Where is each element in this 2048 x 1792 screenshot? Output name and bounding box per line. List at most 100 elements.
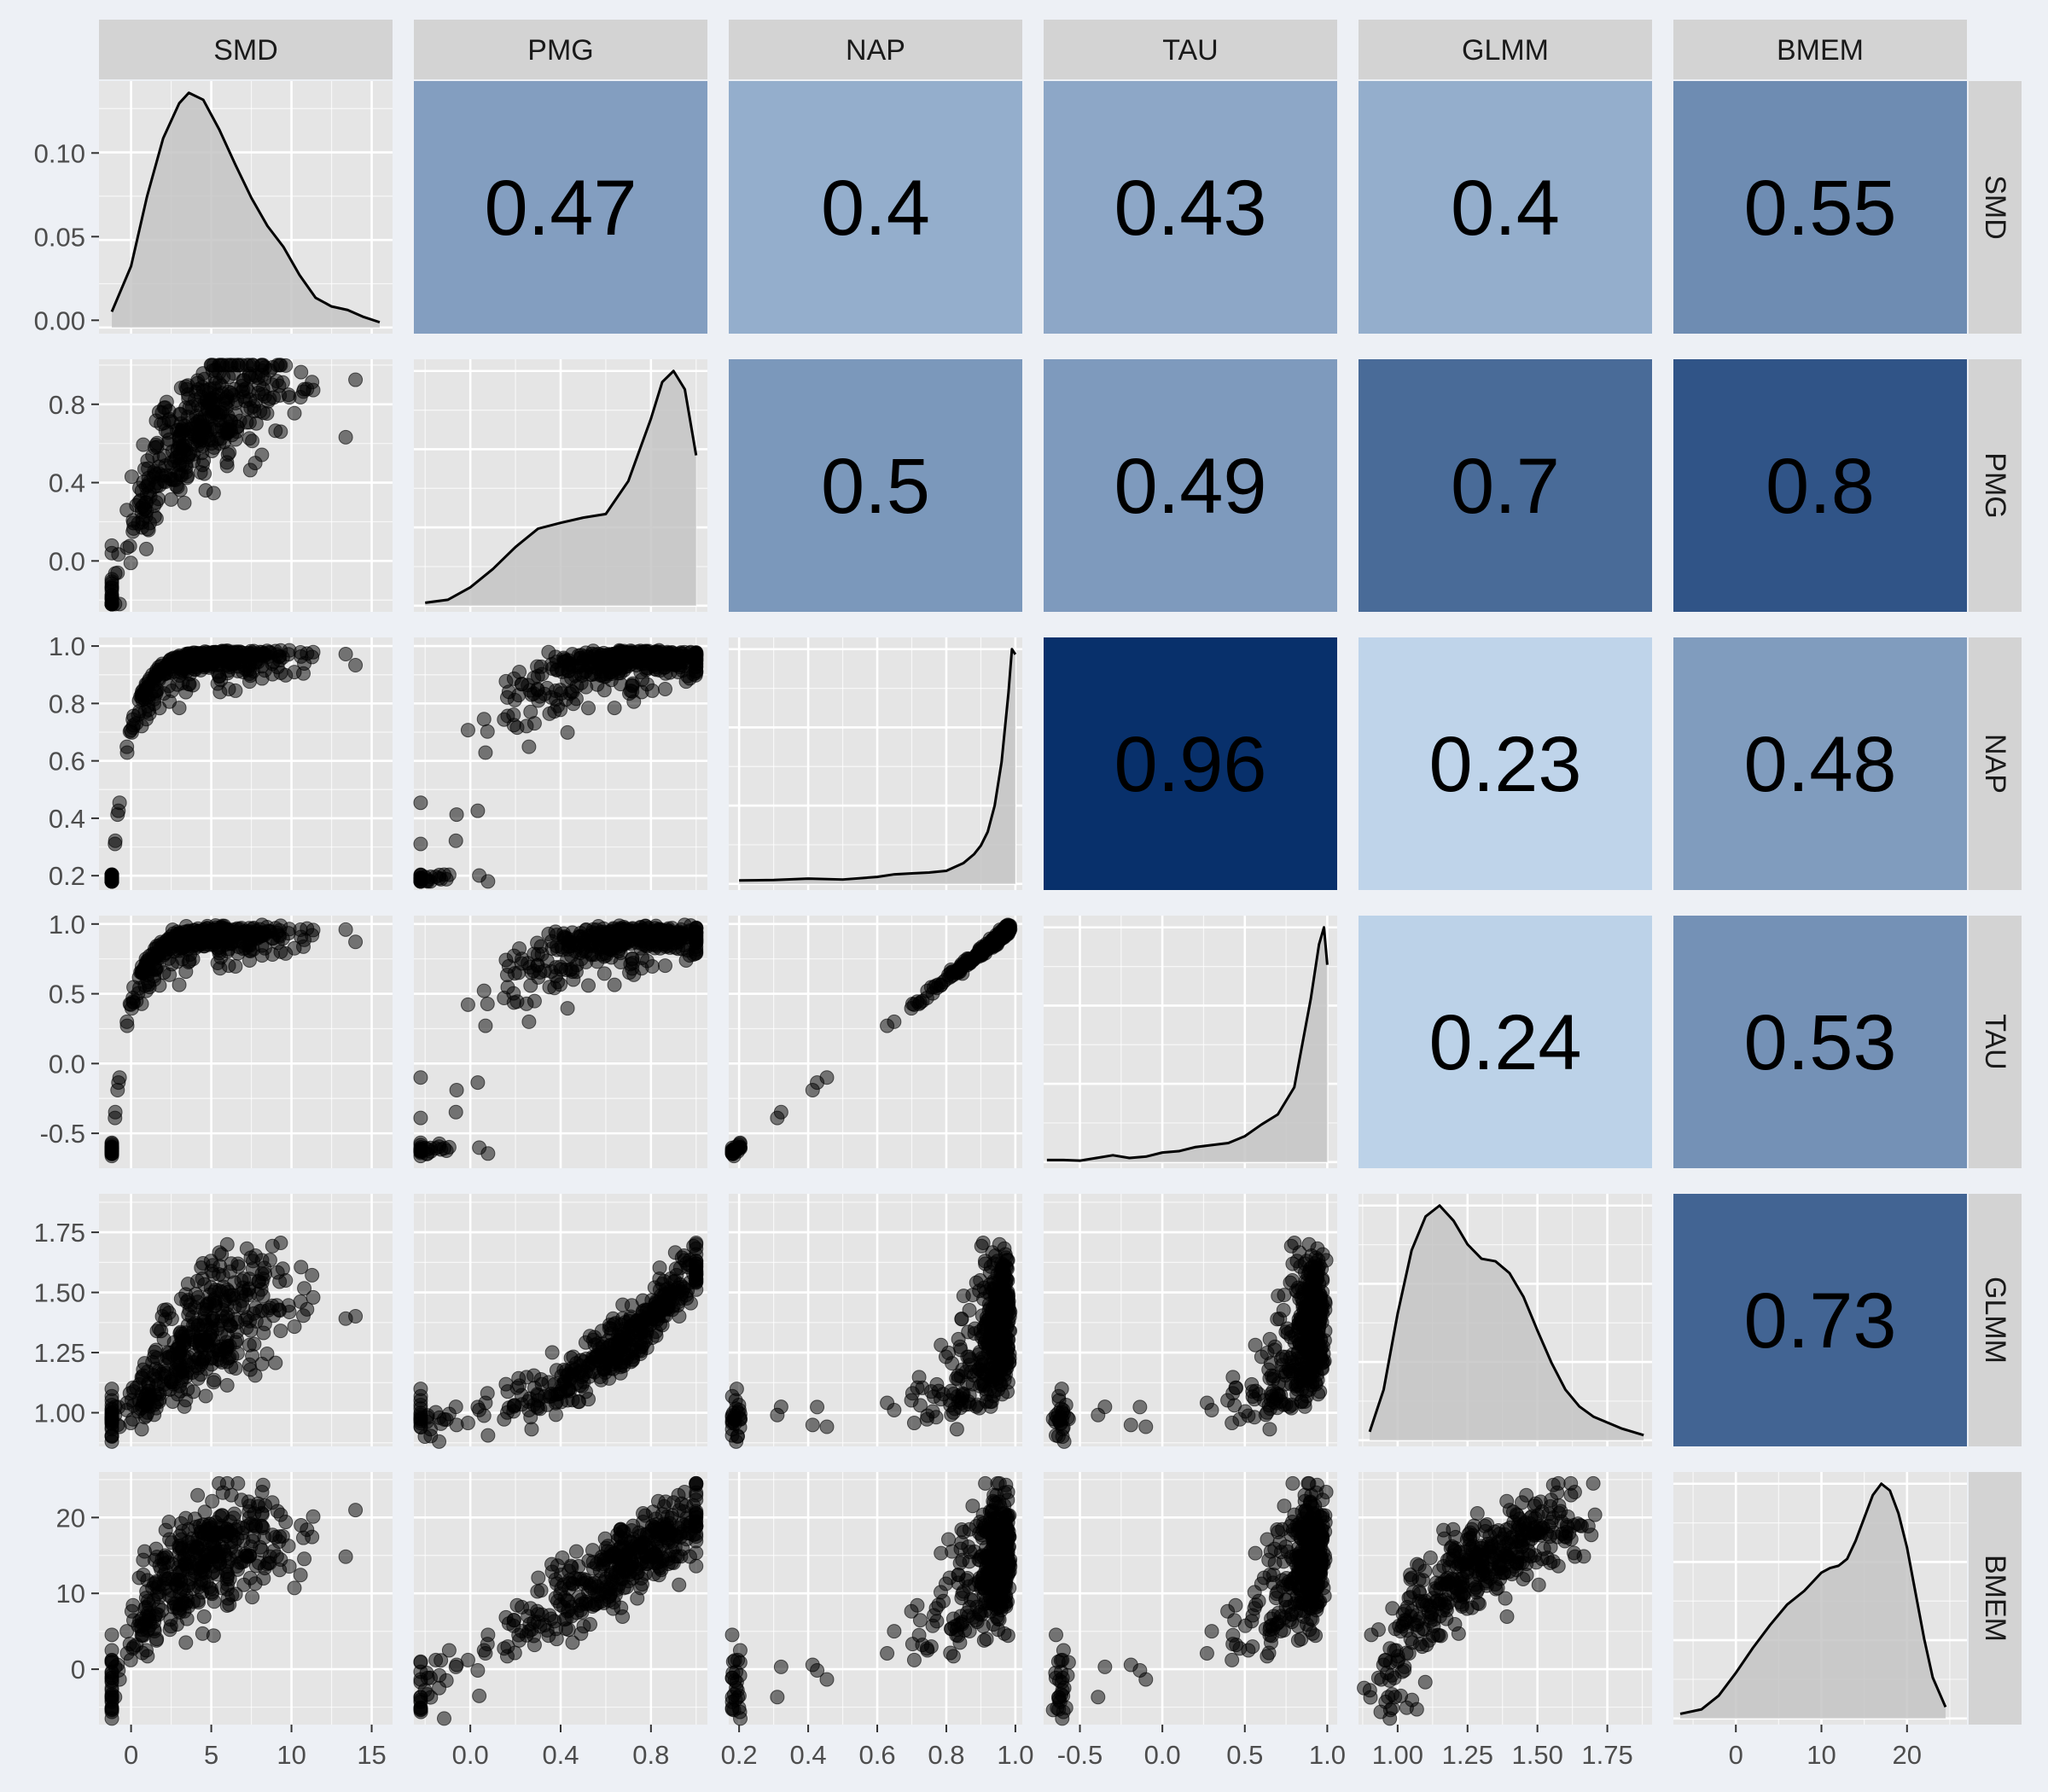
data-point — [157, 416, 171, 430]
correlation-value: 0.47 — [484, 165, 637, 252]
data-point — [414, 869, 428, 882]
data-point — [587, 935, 601, 949]
data-point — [950, 1423, 963, 1436]
data-point — [271, 936, 284, 950]
data-point — [131, 986, 145, 1000]
data-point — [507, 708, 521, 722]
data-point — [977, 1352, 991, 1365]
data-point — [1284, 1239, 1298, 1253]
data-point — [732, 1138, 746, 1152]
data-point — [587, 1365, 601, 1379]
data-point — [608, 701, 621, 715]
data-point — [349, 373, 363, 387]
data-point — [153, 701, 166, 715]
data-point — [105, 575, 119, 589]
panel-tau-glmm: 0.24 — [1359, 916, 1652, 1168]
data-point — [157, 1332, 171, 1346]
data-point — [105, 869, 119, 882]
data-point — [668, 1246, 682, 1260]
data-point — [461, 724, 474, 737]
data-point — [955, 1312, 969, 1326]
data-point — [481, 1428, 495, 1442]
data-point — [179, 1393, 193, 1407]
data-point — [439, 1413, 453, 1427]
data-point — [131, 708, 145, 722]
correlation-value: 0.4 — [1451, 165, 1560, 252]
data-point — [247, 358, 260, 372]
data-point — [1057, 1434, 1071, 1448]
data-point — [247, 1337, 261, 1351]
correlation-value: 0.24 — [1428, 999, 1581, 1086]
data-point — [209, 1283, 223, 1296]
data-point — [473, 1141, 486, 1155]
data-point — [622, 653, 636, 666]
data-point — [675, 1287, 689, 1300]
data-point — [543, 707, 556, 720]
data-point — [288, 941, 301, 955]
data-point — [649, 1325, 663, 1339]
data-point — [881, 1396, 894, 1410]
data-point — [272, 1303, 286, 1317]
data-point — [188, 1512, 201, 1526]
data-point — [162, 1589, 176, 1603]
data-point — [591, 955, 604, 969]
data-point — [173, 1365, 187, 1379]
data-point — [512, 1371, 526, 1385]
data-point — [679, 953, 693, 967]
data-point — [471, 1400, 485, 1414]
data-point — [164, 492, 177, 506]
data-point — [988, 1365, 1002, 1379]
data-point — [582, 979, 596, 992]
data-point — [294, 1568, 307, 1582]
panel-glmm-smd — [99, 1194, 393, 1448]
data-point — [220, 1378, 234, 1392]
data-point — [512, 966, 526, 980]
data-point — [157, 687, 171, 701]
data-point — [162, 1352, 176, 1365]
data-point — [246, 1534, 259, 1548]
data-point — [522, 740, 536, 753]
data-point — [108, 834, 122, 847]
data-point — [811, 1400, 824, 1414]
data-point — [172, 978, 186, 992]
data-point — [195, 1626, 209, 1640]
data-point — [534, 660, 548, 673]
data-point — [998, 1289, 1012, 1303]
panel-smd-nap: 0.4 — [729, 81, 1022, 334]
data-point — [105, 1628, 119, 1642]
data-point — [112, 548, 125, 561]
data-point — [450, 808, 463, 822]
data-point — [174, 1329, 188, 1343]
data-point — [224, 1535, 238, 1549]
correlation-value: 0.5 — [821, 443, 930, 530]
data-point — [907, 1417, 921, 1430]
data-point — [603, 1339, 617, 1353]
data-point — [603, 942, 617, 956]
data-point — [162, 433, 176, 446]
data-point — [683, 646, 696, 660]
data-point — [550, 1388, 564, 1401]
data-point — [658, 682, 672, 695]
data-point — [179, 685, 193, 699]
data-point — [339, 648, 352, 661]
data-point — [153, 1393, 166, 1406]
data-point — [201, 1554, 214, 1568]
data-point — [271, 358, 284, 372]
data-point — [249, 416, 263, 430]
data-point — [306, 1510, 320, 1523]
data-point — [179, 1636, 193, 1649]
data-point — [640, 1303, 654, 1317]
data-point — [248, 1369, 262, 1382]
data-point — [545, 1346, 559, 1359]
data-point — [969, 1276, 983, 1289]
correlation-value: 0.8 — [1766, 443, 1875, 530]
panel-tau-pmg — [414, 916, 707, 1168]
data-point — [512, 689, 526, 702]
panel-glmm-nap — [725, 1194, 1022, 1448]
data-point — [555, 963, 568, 976]
data-point — [137, 499, 150, 513]
data-point — [1311, 1339, 1324, 1353]
data-point — [524, 1411, 538, 1424]
data-point — [525, 1423, 538, 1436]
data-point — [177, 496, 191, 509]
